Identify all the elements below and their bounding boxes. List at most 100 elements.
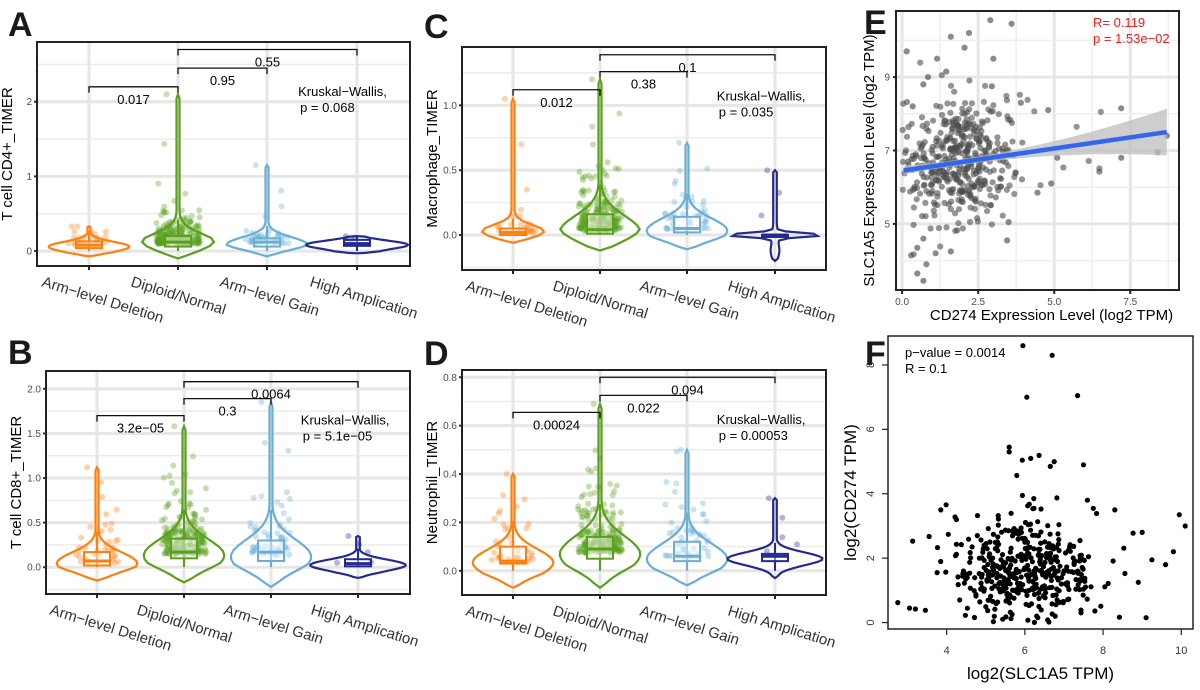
data-point <box>1025 617 1031 623</box>
data-point <box>250 494 257 501</box>
data-point <box>106 538 113 545</box>
data-point <box>1098 603 1104 609</box>
data-point <box>1073 123 1080 130</box>
x-axis-title: log2(SLC1A5 TPM) <box>967 664 1114 683</box>
data-point <box>938 111 946 119</box>
data-point <box>605 221 612 228</box>
data-point <box>1035 615 1041 621</box>
data-point <box>702 224 708 231</box>
data-point <box>794 541 800 548</box>
data-point <box>166 472 173 479</box>
data-point <box>589 219 596 225</box>
data-point <box>600 541 607 548</box>
data-point <box>908 120 915 127</box>
data-point <box>589 540 596 547</box>
data-point <box>926 190 933 197</box>
data-point <box>981 564 987 571</box>
data-point <box>688 221 695 228</box>
data-point <box>590 400 597 407</box>
test-name: Kruskal−Wallis, <box>717 89 806 104</box>
data-point <box>1005 219 1012 226</box>
data-point <box>588 223 594 230</box>
data-point <box>1080 592 1086 598</box>
data-point <box>964 605 971 611</box>
data-point <box>584 529 591 536</box>
data-point <box>992 583 998 589</box>
data-point <box>530 229 537 236</box>
data-point <box>988 83 996 90</box>
data-point <box>967 585 973 591</box>
data-point <box>196 547 203 554</box>
y-tick-label: 1.0 <box>27 474 41 485</box>
x-category-label: Arm−level Gain <box>638 603 741 649</box>
data-point <box>203 506 209 513</box>
data-point <box>600 202 606 209</box>
data-point <box>603 172 610 179</box>
violin-group-3 <box>726 495 824 580</box>
data-point <box>586 510 592 517</box>
data-point <box>1026 551 1032 557</box>
data-point <box>978 580 984 586</box>
data-point <box>592 222 599 229</box>
data-point <box>704 548 711 555</box>
x-axis-title: CD274 Expression Level (log2 TPM) <box>930 307 1173 324</box>
data-point <box>593 217 600 224</box>
data-point <box>71 228 78 235</box>
data-point <box>604 159 611 166</box>
data-point <box>602 217 609 224</box>
data-point <box>613 482 620 489</box>
x-tick-label: 7.5 <box>1123 297 1137 308</box>
data-point <box>528 550 535 557</box>
data-point <box>977 599 983 605</box>
data-point <box>678 534 685 541</box>
data-point <box>1058 581 1064 587</box>
data-point <box>157 234 164 240</box>
data-point <box>947 33 954 40</box>
data-point <box>1084 497 1090 503</box>
data-point <box>1075 570 1081 576</box>
y-tick-label: 8 <box>865 362 877 368</box>
data-point <box>166 226 173 233</box>
panel-label: B <box>8 334 33 372</box>
data-point <box>163 220 170 227</box>
data-point <box>173 540 180 547</box>
data-point <box>165 525 171 532</box>
data-point <box>1045 107 1052 114</box>
data-point <box>176 527 183 534</box>
data-point <box>1027 544 1033 550</box>
data-point <box>614 216 621 222</box>
data-point <box>1064 564 1070 570</box>
data-point <box>1008 119 1016 126</box>
confidence-band <box>903 108 1167 175</box>
comparison-p-value: 0.022 <box>627 400 660 415</box>
data-point <box>581 228 588 234</box>
data-point <box>914 244 921 251</box>
data-point <box>1033 567 1040 573</box>
data-point <box>158 240 165 247</box>
data-point <box>989 579 995 585</box>
data-point <box>950 138 957 145</box>
x-category-label: Arm−level Gain <box>638 278 741 324</box>
data-point <box>1040 572 1046 578</box>
data-point <box>169 228 175 235</box>
x-category-label: High Amplication <box>726 603 838 652</box>
data-point <box>196 214 203 221</box>
data-point <box>616 538 623 545</box>
data-point <box>578 494 585 500</box>
data-point <box>613 548 620 555</box>
x-tick-label: 2.5 <box>971 297 985 308</box>
plot-background <box>46 371 410 594</box>
data-point <box>934 153 942 160</box>
x-category-label: High Amplication <box>308 274 420 323</box>
data-point <box>951 173 959 180</box>
data-point <box>285 447 292 454</box>
data-point <box>1080 462 1087 468</box>
data-point <box>590 540 597 546</box>
data-point <box>74 223 81 230</box>
data-point <box>1020 582 1026 588</box>
data-point <box>171 540 178 547</box>
data-point <box>578 226 585 232</box>
data-point <box>164 543 171 549</box>
data-point <box>1130 530 1136 536</box>
data-point <box>163 545 170 552</box>
